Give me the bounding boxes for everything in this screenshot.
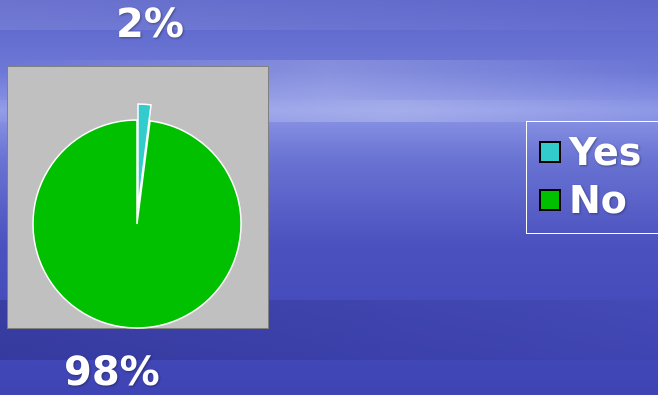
legend: Yes No: [526, 121, 658, 234]
legend-swatch-yes: [539, 141, 561, 163]
data-label-no: 98%: [64, 349, 160, 395]
legend-swatch-no: [539, 189, 561, 211]
data-label-yes: 2%: [116, 1, 184, 47]
legend-item-no: No: [539, 178, 627, 222]
pie-slice-yes: [137, 103, 152, 209]
legend-label-no: No: [569, 178, 627, 222]
legend-item-yes: Yes: [539, 130, 642, 174]
pie-slice-no: [32, 119, 242, 329]
legend-label-yes: Yes: [569, 130, 642, 174]
